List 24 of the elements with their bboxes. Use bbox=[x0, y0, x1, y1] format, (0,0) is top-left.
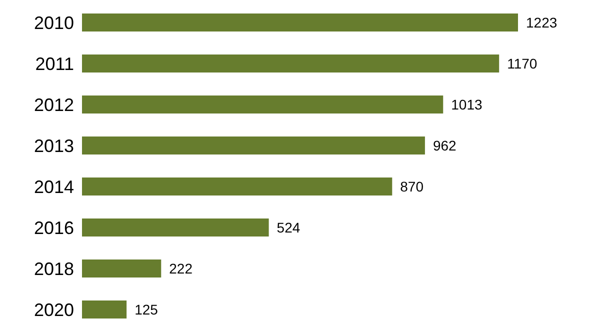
data-label: 125 bbox=[134, 301, 158, 318]
data-label: 870 bbox=[400, 178, 424, 194]
data-label: 222 bbox=[169, 260, 193, 276]
bar bbox=[82, 218, 269, 236]
bar bbox=[82, 177, 392, 196]
bar bbox=[82, 136, 425, 154]
y-tick-label: 2012 bbox=[34, 94, 74, 115]
y-tick-label: 2010 bbox=[34, 12, 74, 33]
data-label: 1223 bbox=[526, 14, 558, 30]
y-tick-label: 2020 bbox=[34, 300, 74, 320]
y-tick-label: 2016 bbox=[34, 218, 74, 238]
bar bbox=[82, 95, 444, 114]
y-tick-label: 2014 bbox=[34, 176, 74, 197]
bar bbox=[82, 300, 127, 318]
data-label: 962 bbox=[432, 137, 457, 154]
data-label: 1170 bbox=[507, 55, 538, 72]
y-tick-label: 2011 bbox=[35, 54, 74, 74]
y-tick-label: 2013 bbox=[34, 136, 74, 156]
y-tick-label: 2018 bbox=[34, 258, 74, 279]
data-label: 1013 bbox=[451, 96, 482, 112]
bar bbox=[82, 259, 162, 278]
bar bbox=[82, 54, 500, 72]
data-label: 524 bbox=[276, 219, 300, 236]
bar bbox=[82, 13, 518, 32]
